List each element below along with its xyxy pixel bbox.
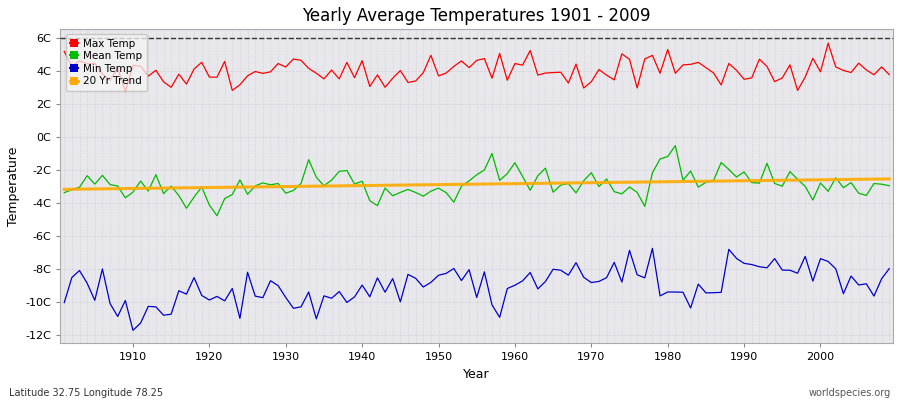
X-axis label: Year: Year: [464, 368, 490, 381]
Title: Yearly Average Temperatures 1901 - 2009: Yearly Average Temperatures 1901 - 2009: [302, 7, 651, 25]
Text: Latitude 32.75 Longitude 78.25: Latitude 32.75 Longitude 78.25: [9, 388, 163, 398]
Text: worldspecies.org: worldspecies.org: [809, 388, 891, 398]
Legend: Max Temp, Mean Temp, Min Temp, 20 Yr Trend: Max Temp, Mean Temp, Min Temp, 20 Yr Tre…: [66, 34, 147, 91]
Y-axis label: Temperature: Temperature: [7, 147, 20, 226]
